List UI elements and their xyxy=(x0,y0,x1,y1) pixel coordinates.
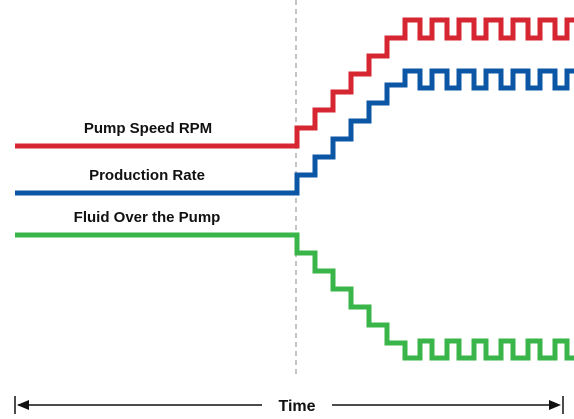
production-rate-line xyxy=(15,68,574,196)
fluid-over-pump-line xyxy=(15,232,574,361)
time-axis: Time xyxy=(14,396,564,415)
arrow-left-icon xyxy=(17,400,29,410)
pump-speed-line xyxy=(15,17,574,149)
fluid-over-pump-label: Fluid Over the Pump xyxy=(74,209,221,226)
pump-speed-label: Pump Speed RPM xyxy=(84,120,212,137)
time-axis-label: Time xyxy=(278,398,315,415)
arrow-right-icon xyxy=(549,400,561,410)
production-rate-label: Production Rate xyxy=(89,167,205,184)
